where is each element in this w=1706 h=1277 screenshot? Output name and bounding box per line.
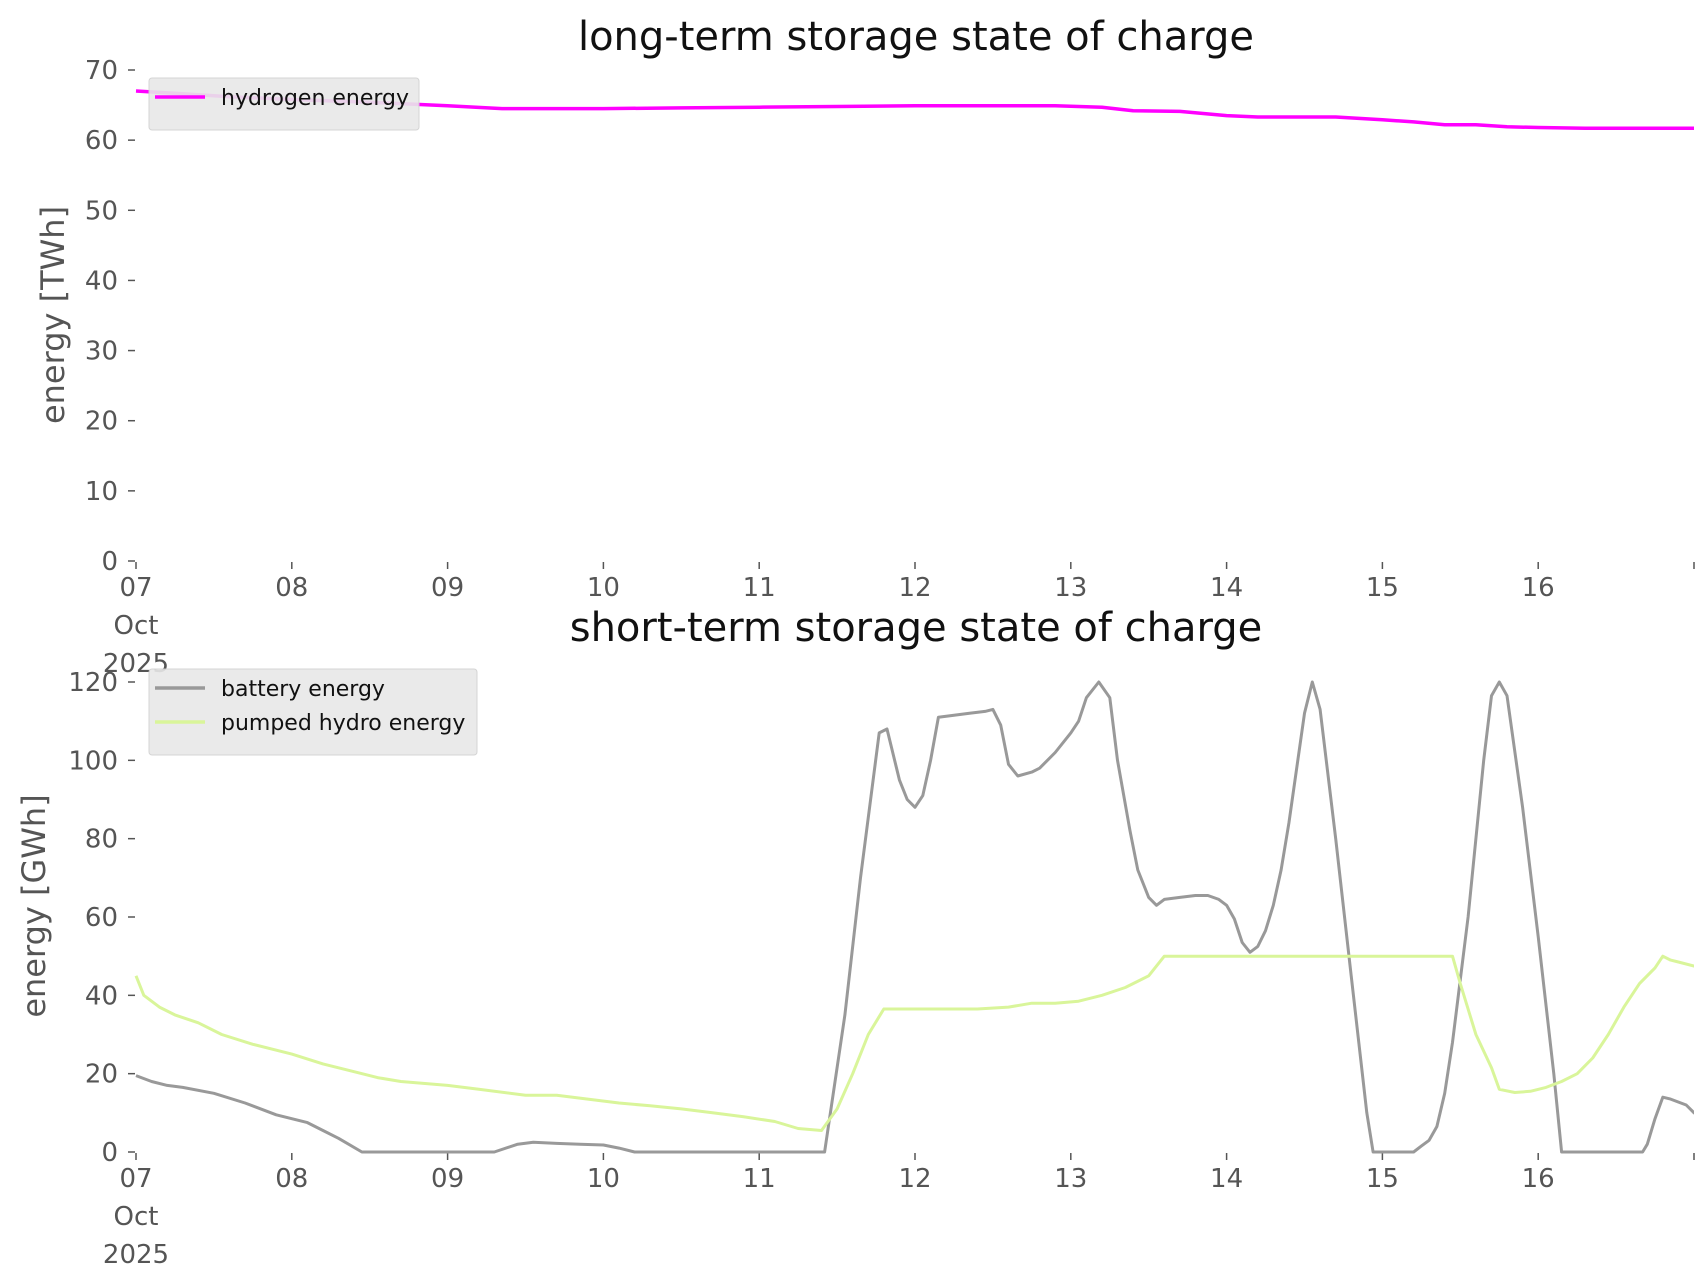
x-tick-label: 16: [1522, 1164, 1555, 1194]
x-axis-ticks: 07 Oct 2025 08 09 10 11 12 13 14 15 16: [103, 562, 1695, 679]
series-line-battery-energy: [135, 680, 1694, 1154]
x-tick-label: 13: [1054, 573, 1087, 603]
y-tick-label: 20: [85, 1060, 118, 1090]
y-tick-label: 100: [68, 746, 118, 776]
series-lines: [135, 89, 1694, 130]
x-tick-label: 08: [275, 573, 308, 603]
y-axis-ticks: 0 10 20 30 40 50 60 70: [85, 56, 135, 577]
series-lines: [134, 680, 1694, 1154]
y-tick-label: 60: [85, 126, 118, 156]
x-axis-ticks: 07 Oct 2025 08 09 10 11 12 13 14 15 16: [103, 1153, 1695, 1270]
y-tick-label: 0: [101, 1138, 118, 1168]
y-tick-label: 60: [85, 903, 118, 933]
legend-box: [148, 77, 420, 131]
long-term-chart: long-term storage state of charge energy…: [34, 14, 1695, 679]
x-tick-label: 12: [898, 573, 931, 603]
y-axis-label: energy [GWh]: [15, 794, 53, 1017]
x-tick-label: 10: [587, 1164, 620, 1194]
y-tick-label: 10: [85, 477, 118, 507]
y-tick-label: 50: [85, 196, 118, 226]
y-tick-label: 70: [85, 56, 118, 86]
legend-entry: battery energy: [221, 677, 385, 702]
y-axis-ticks: 0 20 40 60 80 100 120: [68, 668, 135, 1168]
x-tick-label: 09: [431, 573, 464, 603]
x-tick-label: 08: [275, 1164, 308, 1194]
x-tick-label: 13: [1054, 1164, 1087, 1194]
legend: battery energy pumped hydro energy: [148, 668, 478, 756]
x-tick-label: 16: [1522, 573, 1555, 603]
legend-box: [148, 668, 478, 756]
x-tick-label: 15: [1366, 1164, 1399, 1194]
x-tick-label: 10: [587, 573, 620, 603]
y-axis-label: energy [TWh]: [34, 206, 72, 424]
series-line-pumped-hydro-energy: [134, 954, 1694, 1132]
x-tick-label: 14: [1210, 573, 1243, 603]
chart-title: short-term storage state of charge: [570, 605, 1263, 651]
x-tick-label: 12: [898, 1164, 931, 1194]
x-tick-label: 11: [743, 1164, 776, 1194]
y-tick-label: 40: [85, 981, 118, 1011]
y-tick-label: 30: [85, 337, 118, 367]
chart-title: long-term storage state of charge: [578, 14, 1254, 60]
legend-entry: pumped hydro energy: [221, 711, 465, 736]
y-tick-label: 20: [85, 407, 118, 437]
legend-entry: hydrogen energy: [221, 86, 409, 111]
x-tick-label: 14: [1210, 1164, 1243, 1194]
y-tick-label: 40: [85, 266, 118, 296]
series-line-hydrogen-energy: [135, 89, 1694, 130]
x-tick-label: 09: [431, 1164, 464, 1194]
short-term-chart: short-term storage state of charge energ…: [15, 605, 1695, 1270]
legend: hydrogen energy: [148, 77, 420, 131]
y-tick-label: 120: [68, 668, 118, 698]
y-tick-label: 0: [101, 547, 118, 577]
x-tick-label: 15: [1366, 573, 1399, 603]
x-tick-label: 11: [743, 573, 776, 603]
x-tick-label: 07 Oct 2025: [103, 1164, 169, 1270]
y-tick-label: 80: [85, 825, 118, 855]
x-tick-label: 07 Oct 2025: [103, 573, 169, 679]
